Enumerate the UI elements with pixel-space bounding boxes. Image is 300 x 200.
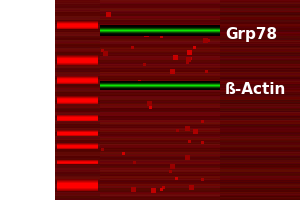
Text: Grp78: Grp78 [225,27,277,43]
Text: ß-Actin: ß-Actin [225,82,286,98]
